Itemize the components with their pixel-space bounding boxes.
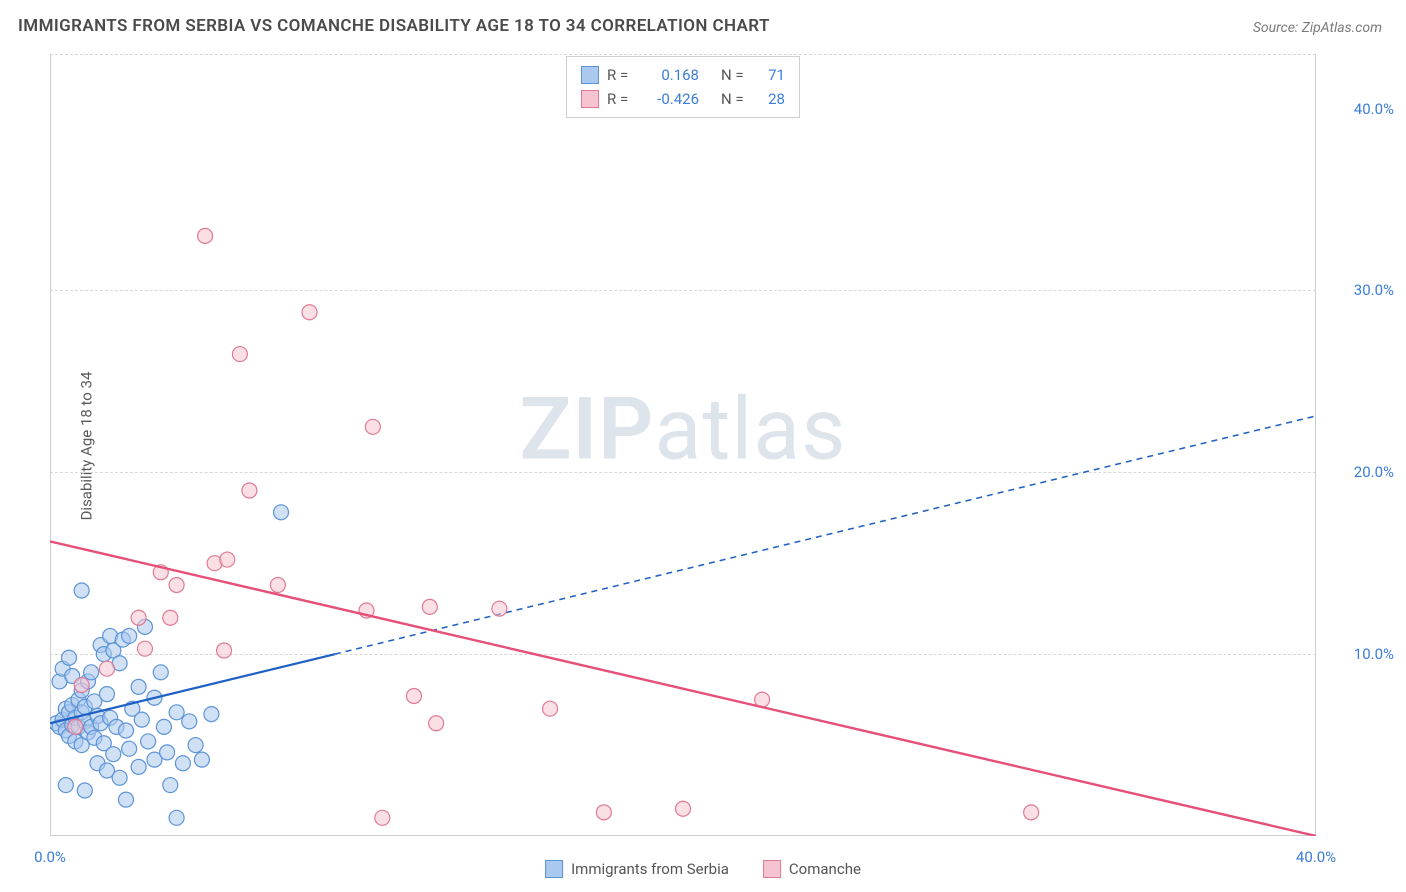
data-point-comanche: [169, 578, 184, 593]
data-point-comanche: [1024, 805, 1039, 820]
data-point-comanche: [68, 719, 83, 734]
data-point-comanche: [375, 810, 390, 825]
data-point-serbia: [122, 741, 137, 756]
data-point-comanche: [596, 805, 611, 820]
data-point-serbia: [118, 792, 133, 807]
source-attribution: Source: ZipAtlas.com: [1253, 20, 1382, 36]
stat-r-value: 0.168: [643, 63, 699, 87]
data-point-serbia: [182, 714, 197, 729]
data-point-serbia: [61, 650, 76, 665]
stat-n-label: N =: [721, 87, 749, 111]
data-point-comanche: [242, 483, 257, 498]
x-tick-label: 40.0%: [1296, 848, 1336, 866]
data-point-comanche: [429, 716, 444, 731]
data-point-serbia: [112, 770, 127, 785]
stats-row: R = -0.426 N = 28: [581, 87, 785, 111]
data-point-comanche: [131, 610, 146, 625]
data-point-comanche: [676, 801, 691, 816]
data-point-serbia: [77, 783, 92, 798]
data-point-serbia: [84, 665, 99, 680]
stat-n-value: 71: [757, 63, 785, 87]
data-point-serbia: [175, 756, 190, 771]
stat-r-label: R =: [607, 87, 635, 111]
data-point-serbia: [58, 778, 73, 793]
legend-label: Immigrants from Serbia: [571, 860, 729, 878]
data-point-comanche: [99, 661, 114, 676]
chart-plot-area: ZIPatlas R =0.168N =71R =-0.426N =28 10.…: [50, 54, 1316, 836]
y-tick-label: 20.0%: [1354, 463, 1394, 481]
legend-swatch: [763, 860, 781, 878]
data-point-serbia: [188, 738, 203, 753]
data-point-serbia: [106, 747, 121, 762]
y-tick-label: 40.0%: [1354, 100, 1394, 118]
data-point-serbia: [169, 705, 184, 720]
data-point-serbia: [163, 778, 178, 793]
data-point-serbia: [156, 719, 171, 734]
stat-r-label: R =: [607, 63, 635, 87]
regression-line-comanche: [50, 541, 1316, 836]
data-point-comanche: [543, 701, 558, 716]
data-point-comanche: [302, 305, 317, 320]
bottom-legend: Immigrants from Serbia Comanche: [545, 860, 861, 878]
data-point-comanche: [232, 347, 247, 362]
legend-item: Comanche: [763, 860, 861, 878]
data-point-comanche: [422, 599, 437, 614]
legend-label: Comanche: [789, 860, 861, 878]
scatter-plot-svg: [50, 54, 1316, 836]
y-tick-label: 10.0%: [1354, 645, 1394, 663]
data-point-comanche: [74, 678, 89, 693]
stat-n-value: 28: [757, 87, 785, 111]
data-point-comanche: [220, 552, 235, 567]
stat-n-label: N =: [721, 63, 749, 87]
data-point-comanche: [492, 601, 507, 616]
data-point-comanche: [137, 641, 152, 656]
data-point-serbia: [134, 712, 149, 727]
x-tick-label: 0.0%: [34, 848, 66, 866]
data-point-comanche: [163, 610, 178, 625]
data-point-serbia: [153, 665, 168, 680]
data-point-serbia: [204, 707, 219, 722]
data-point-comanche: [365, 419, 380, 434]
legend-swatch: [581, 90, 599, 108]
y-tick-label: 30.0%: [1354, 281, 1394, 299]
stat-r-value: -0.426: [643, 87, 699, 111]
data-point-comanche: [217, 643, 232, 658]
data-point-serbia: [131, 759, 146, 774]
data-point-serbia: [169, 810, 184, 825]
data-point-comanche: [198, 228, 213, 243]
regression-line-dashed-serbia: [335, 416, 1316, 654]
correlation-stats-box: R = 0.168 N = 71 R = -0.426 N = 28: [566, 56, 800, 118]
data-point-comanche: [270, 578, 285, 593]
legend-swatch: [581, 66, 599, 84]
legend-item: Immigrants from Serbia: [545, 860, 729, 878]
data-point-serbia: [74, 583, 89, 598]
data-point-serbia: [131, 679, 146, 694]
legend-swatch: [545, 860, 563, 878]
data-point-serbia: [122, 628, 137, 643]
data-point-serbia: [160, 745, 175, 760]
stats-row: R = 0.168 N = 71: [581, 63, 785, 87]
data-point-serbia: [141, 734, 156, 749]
data-point-serbia: [118, 723, 133, 738]
data-point-comanche: [406, 688, 421, 703]
chart-title: IMMIGRANTS FROM SERBIA VS COMANCHE DISAB…: [18, 16, 770, 36]
data-point-serbia: [99, 687, 114, 702]
data-point-serbia: [194, 752, 209, 767]
data-point-serbia: [274, 505, 289, 520]
